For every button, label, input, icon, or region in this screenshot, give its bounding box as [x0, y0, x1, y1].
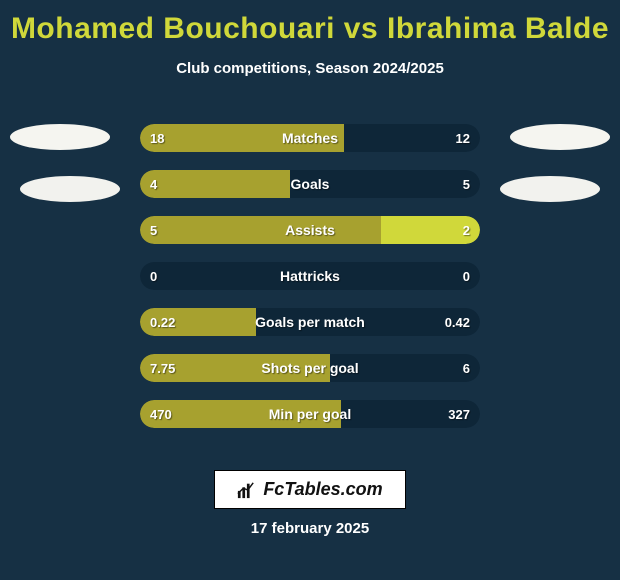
- stat-row-fill-right: [381, 216, 480, 244]
- stat-row: Goals per match0.220.42: [140, 308, 480, 336]
- player-left-oval-bottom: [20, 176, 120, 202]
- stat-row: Goals45: [140, 170, 480, 198]
- player-left-oval-top: [10, 124, 110, 150]
- player-right-oval-bottom: [500, 176, 600, 202]
- stat-row-fill-left: [140, 354, 330, 382]
- stat-row-fill-left: [140, 216, 381, 244]
- player-right-oval-top: [510, 124, 610, 150]
- subtitle: Club competitions, Season 2024/2025: [0, 60, 620, 77]
- stat-rows: Matches1812 Goals45 Assists52 Hattricks00 Go…: [140, 124, 480, 446]
- bars-line-icon: [237, 481, 255, 499]
- stat-row: Shots per goal7.756: [140, 354, 480, 382]
- footer: FcTables.com: [0, 470, 620, 509]
- brand-text: FcTables.com: [263, 479, 382, 500]
- date-text: 17 february 2025: [0, 520, 620, 537]
- comparison-card: Mohamed Bouchouari vs Ibrahima Balde Clu…: [0, 0, 620, 580]
- stat-row-fill-left: [140, 124, 344, 152]
- stat-row: Min per goal470327: [140, 400, 480, 428]
- stat-row: Assists52: [140, 216, 480, 244]
- page-title: Mohamed Bouchouari vs Ibrahima Balde: [0, 0, 620, 46]
- stat-row: Hattricks00: [140, 262, 480, 290]
- stat-row-track: [140, 262, 480, 290]
- stat-row: Matches1812: [140, 124, 480, 152]
- stat-row-fill-left: [140, 400, 341, 428]
- stat-row-fill-left: [140, 170, 290, 198]
- brand-box: FcTables.com: [214, 470, 405, 509]
- stat-row-fill-left: [140, 308, 256, 336]
